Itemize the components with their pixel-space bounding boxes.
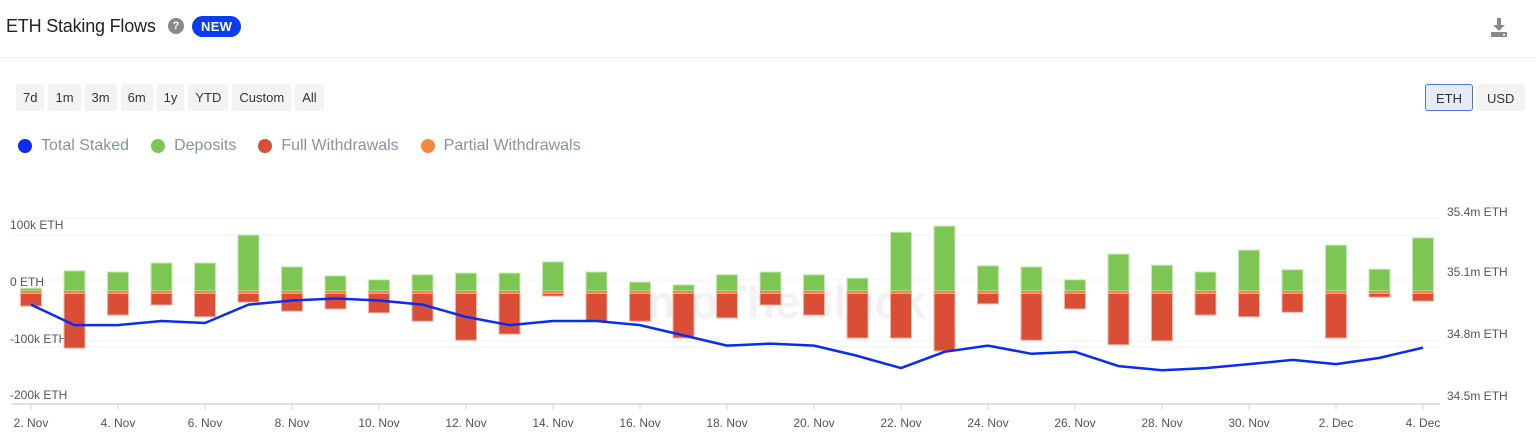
legend-dot-icon — [151, 139, 166, 153]
bar-group[interactable] — [890, 231, 912, 339]
y-right-tick: 34.8m ETH — [1447, 327, 1508, 341]
chart-header: ETH Staking Flows ? NEW — [0, 0, 1536, 58]
x-tick-label: 2. Dec — [1319, 416, 1354, 430]
bar-group[interactable] — [803, 274, 825, 316]
x-tick-label: 12. Nov — [445, 416, 486, 430]
unit-eth-button[interactable]: ETH — [1425, 84, 1473, 111]
legend-label: Total Staked — [41, 137, 130, 154]
y-right-tick: 34.5m ETH — [1447, 389, 1508, 403]
range-button-7d[interactable]: 7d — [16, 84, 45, 111]
bar-group[interactable] — [281, 266, 303, 312]
bar-group[interactable] — [237, 234, 260, 303]
x-tick-label: 4. Nov — [101, 416, 136, 430]
x-tick-label: 2. Nov — [14, 416, 49, 430]
range-button-3m[interactable]: 3m — [84, 84, 117, 111]
x-tick-label: 18. Nov — [706, 416, 747, 430]
y-left-tick: -100k ETH — [10, 332, 67, 346]
x-tick-label: 20. Nov — [793, 416, 834, 430]
bar-group[interactable] — [1151, 264, 1173, 342]
bar-group[interactable] — [542, 261, 564, 297]
bar-group[interactable] — [324, 275, 347, 310]
bar-group[interactable] — [63, 270, 86, 349]
question-circle-icon[interactable]: ? — [168, 18, 184, 34]
bar-group[interactable] — [455, 272, 477, 341]
x-tick-label: 28. Nov — [1141, 416, 1182, 430]
bar-group[interactable] — [672, 284, 695, 339]
x-tick-label: 10. Nov — [358, 416, 399, 430]
range-button-1y[interactable]: 1y — [156, 84, 185, 111]
y-right-tick: 35.4m ETH — [1447, 205, 1508, 219]
unit-usd-button[interactable]: USD — [1476, 84, 1526, 111]
bar-group[interactable] — [1368, 268, 1391, 298]
bar-group[interactable] — [368, 279, 390, 314]
legend-label: Partial Withdrawals — [443, 137, 581, 154]
legend-label: Deposits — [174, 137, 237, 154]
bar-group[interactable] — [629, 281, 651, 322]
legend-full-withdrawals[interactable]: Full Withdrawals — [258, 137, 399, 155]
bar-group[interactable] — [1020, 266, 1043, 341]
bar-group[interactable] — [846, 277, 869, 339]
bar-group[interactable] — [1238, 249, 1260, 318]
bar-group[interactable] — [107, 271, 129, 316]
legend-total-staked[interactable]: Total Staked — [18, 137, 129, 155]
legend-dot-icon — [18, 139, 32, 153]
range-button-custom[interactable]: Custom — [232, 84, 292, 111]
time-range-selector: 7d 1m 3m 6m 1y YTD Custom All — [16, 84, 324, 111]
bar-group[interactable] — [759, 271, 782, 306]
total-staked-line[interactable] — [30, 297, 1424, 372]
range-button-6m[interactable]: 6m — [120, 84, 153, 111]
chart-title: ETH Staking Flows — [6, 16, 156, 36]
chart-legend: Total Staked Deposits Full Withdrawals P… — [18, 137, 581, 155]
legend-label: Full Withdrawals — [281, 137, 399, 154]
y-left-tick: 0 ETH — [10, 275, 44, 289]
bar-group[interactable] — [1194, 271, 1217, 316]
bar-group[interactable] — [585, 271, 608, 322]
legend-deposits[interactable]: Deposits — [151, 137, 236, 155]
bar-group[interactable] — [411, 274, 434, 322]
x-tick-label: 30. Nov — [1228, 416, 1269, 430]
bar-group[interactable] — [150, 262, 173, 306]
x-tick-label: 4. Dec — [1406, 416, 1441, 430]
y-right-tick: 35.1m ETH — [1447, 265, 1508, 279]
download-icon[interactable] — [1488, 16, 1510, 38]
new-badge: NEW — [192, 16, 242, 37]
x-tick-label: 24. Nov — [967, 416, 1008, 430]
bar-group[interactable] — [20, 287, 42, 307]
bar-group[interactable] — [1107, 253, 1130, 346]
bar-group[interactable] — [933, 225, 956, 352]
legend-dot-icon — [420, 139, 435, 153]
legend-partial-withdrawals[interactable]: Partial Withdrawals — [420, 137, 581, 155]
legend-dot-icon — [258, 139, 273, 153]
y-left-tick: 100k ETH — [10, 218, 63, 232]
y-left-tick: -200k ETH — [10, 388, 67, 402]
range-button-ytd[interactable]: YTD — [188, 84, 229, 111]
x-tick-label: 14. Nov — [532, 416, 573, 430]
range-button-all[interactable]: All — [295, 84, 324, 111]
bar-group[interactable] — [977, 265, 999, 305]
x-tick-label: 6. Nov — [188, 416, 223, 430]
x-tick-label: 22. Nov — [880, 416, 921, 430]
range-button-1m[interactable]: 1m — [48, 84, 81, 111]
unit-toggle: ETH USD — [1425, 84, 1526, 111]
bar-group[interactable] — [1281, 269, 1304, 313]
x-tick-label: 16. Nov — [619, 416, 660, 430]
bar-group[interactable] — [194, 262, 216, 318]
x-tick-label: 26. Nov — [1054, 416, 1095, 430]
bar-group[interactable] — [1412, 237, 1434, 302]
bar-group[interactable] — [1325, 244, 1347, 339]
bar-group[interactable] — [716, 274, 738, 319]
x-tick-label: 8. Nov — [275, 416, 310, 430]
bar-group[interactable] — [1064, 279, 1086, 310]
